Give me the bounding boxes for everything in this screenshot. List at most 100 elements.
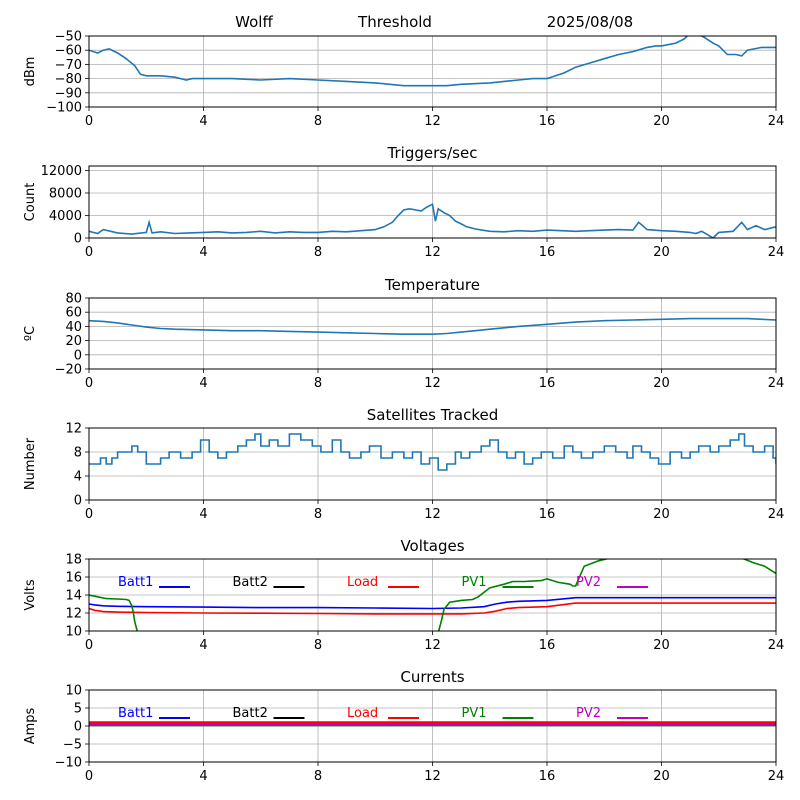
panel-frame [88, 558, 777, 632]
legend-label-pv2: PV2 [576, 706, 601, 721]
panel-1: 0 4 8 12 16 20 24 0 4000 8000 12000 Triggers/sec Cou… [23, 144, 784, 260]
y-axis-label: dBm [23, 57, 38, 87]
y-tick-label: 10 [65, 625, 82, 640]
x-tick-label: 20 [653, 245, 670, 260]
x-tick-label: 24 [768, 769, 785, 784]
legend-label-load: Load [347, 706, 378, 721]
legend-label-pv2: PV2 [576, 575, 601, 590]
x-tick-label: 4 [199, 245, 207, 260]
panel-frame [88, 689, 777, 763]
x-tick-label: 20 [653, 114, 670, 129]
x-tick-label: 16 [539, 114, 556, 129]
legend-label-batt2: Batt2 [233, 575, 268, 590]
x-tick-label: 12 [424, 376, 441, 391]
legend-label-load: Load [347, 575, 378, 590]
series-line-pv1 [89, 559, 776, 631]
y-axis-label: Volts [23, 579, 38, 611]
x-tick-label: 24 [768, 245, 785, 260]
y-tick-label: 12 [65, 422, 82, 437]
y-tick-label: 4000 [49, 209, 82, 224]
header-product: Threshold [357, 13, 432, 31]
x-tick-label: 20 [653, 376, 670, 391]
x-tick-label: 16 [539, 638, 556, 653]
x-tick-label: 12 [424, 245, 441, 260]
panel-title: Temperature [384, 276, 480, 294]
x-tick-label: 16 [539, 245, 556, 260]
y-axis-label: Count [23, 183, 38, 222]
x-tick-label: 0 [85, 376, 93, 391]
y-tick-label: −20 [55, 363, 82, 378]
panel-5: 0 4 8 12 16 20 24 −10 −5 0 5 10 Currents Amps Batt1 Bat… [23, 668, 784, 784]
panel-frame [88, 427, 777, 501]
x-tick-label: 16 [539, 376, 556, 391]
x-tick-label: 4 [199, 638, 207, 653]
y-tick-label: 16 [65, 571, 82, 586]
y-tick-label: −10 [55, 756, 82, 771]
legend-label-pv1: PV1 [462, 706, 487, 721]
y-tick-label: 8000 [49, 187, 82, 202]
x-tick-label: 12 [424, 769, 441, 784]
x-tick-label: 12 [424, 507, 441, 522]
header-date: 2025/08/08 [547, 13, 633, 31]
y-tick-label: 12 [65, 607, 82, 622]
x-tick-label: 16 [539, 507, 556, 522]
y-tick-label: 0 [74, 232, 82, 247]
y-tick-label: −5 [63, 738, 82, 753]
x-tick-label: 0 [85, 507, 93, 522]
panel-title: Voltages [400, 537, 464, 555]
y-tick-label: 80 [65, 292, 82, 307]
x-tick-label: 8 [314, 245, 322, 260]
x-tick-label: 12 [424, 114, 441, 129]
y-tick-label: 18 [65, 553, 82, 568]
series-line-batt1 [89, 596, 776, 610]
x-tick-label: 4 [199, 507, 207, 522]
x-tick-label: 0 [85, 638, 93, 653]
y-tick-label: −50 [55, 30, 82, 45]
x-tick-label: 8 [314, 114, 322, 129]
legend-label-pv1: PV1 [462, 575, 487, 590]
y-tick-label: −60 [55, 44, 82, 59]
y-tick-label: 0 [74, 720, 82, 735]
panel-frame [88, 35, 777, 108]
panel-frame [88, 297, 777, 370]
panel-frame [88, 165, 777, 239]
header-station: Wolff [235, 13, 273, 31]
y-axis-label: ºC [23, 326, 38, 341]
x-tick-label: 8 [314, 638, 322, 653]
y-tick-label: −100 [46, 101, 82, 116]
x-tick-label: 4 [199, 769, 207, 784]
legend-label-batt1: Batt1 [118, 706, 153, 721]
panel-title: Triggers/sec [387, 144, 478, 162]
x-tick-label: 0 [85, 245, 93, 260]
y-tick-label: 5 [74, 702, 82, 717]
y-tick-label: 40 [65, 320, 82, 335]
series-line-data [89, 36, 776, 87]
y-axis-label: Number [23, 437, 38, 490]
x-tick-label: 24 [768, 507, 785, 522]
panel-title: Currents [400, 668, 464, 686]
x-tick-label: 8 [314, 376, 322, 391]
x-tick-label: 4 [199, 376, 207, 391]
legend-label-batt2: Batt2 [233, 706, 268, 721]
x-tick-label: 12 [424, 638, 441, 653]
panel-3: 0 4 8 12 16 20 24 0 4 8 12 Satellites Tracked Number [23, 406, 784, 522]
x-tick-label: 24 [768, 638, 785, 653]
series-line-data [89, 203, 776, 238]
x-tick-label: 8 [314, 769, 322, 784]
x-tick-label: 24 [768, 376, 785, 391]
series-line-data [89, 433, 776, 471]
y-tick-label: 10 [65, 684, 82, 699]
panel-title: Satellites Tracked [367, 406, 498, 424]
series-line-load [89, 602, 776, 615]
x-tick-label: 8 [314, 507, 322, 522]
y-tick-label: −70 [55, 58, 82, 73]
panel-0: 0 4 8 12 16 20 24 −100−90−80−70−60−50 dBm [23, 30, 784, 130]
x-tick-label: 24 [768, 114, 785, 129]
x-tick-label: 20 [653, 638, 670, 653]
y-tick-label: 14 [65, 589, 82, 604]
y-tick-label: −80 [55, 72, 82, 87]
x-tick-label: 0 [85, 769, 93, 784]
y-tick-label: 20 [65, 334, 82, 349]
